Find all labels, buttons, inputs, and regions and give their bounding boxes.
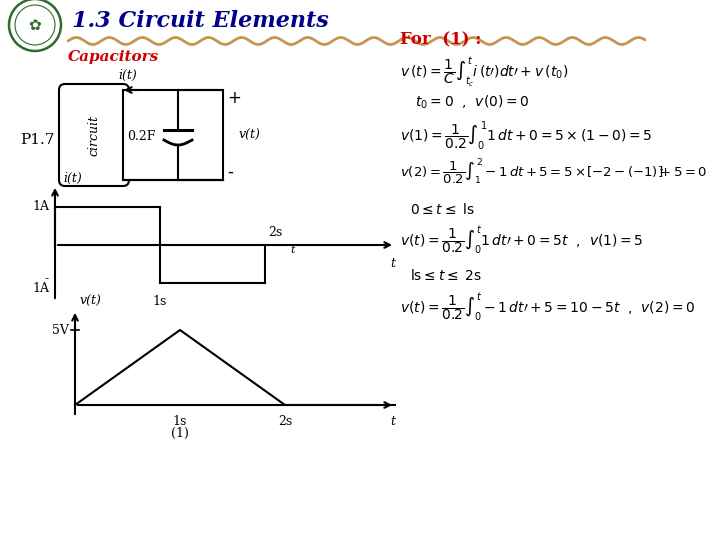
Text: i(t): i(t) (119, 69, 138, 82)
Text: P1.7: P1.7 (20, 133, 55, 147)
Text: 1s: 1s (173, 415, 187, 428)
Text: v(t): v(t) (239, 129, 261, 141)
Text: circuit: circuit (88, 114, 101, 156)
Text: $v(t)=\dfrac{1}{0.2}\int_{0}^{t}1\,dt\prime+0=5t$  ,  $v(1)=5$: $v(t)=\dfrac{1}{0.2}\int_{0}^{t}1\,dt\pr… (400, 224, 644, 256)
Text: 1s: 1s (153, 295, 167, 308)
Text: ls$\leq t\leq$ 2s: ls$\leq t\leq$ 2s (410, 267, 482, 282)
Text: 2s: 2s (268, 226, 282, 239)
Text: v(t): v(t) (80, 295, 102, 308)
Text: 1.3 Circuit Elements: 1.3 Circuit Elements (72, 10, 329, 32)
Text: $v(1)=\dfrac{1}{0.2}\int_{0}^{1}1\,dt+0=5\times(1-0)=5$: $v(1)=\dfrac{1}{0.2}\int_{0}^{1}1\,dt+0=… (400, 118, 652, 152)
Text: $v\,(t)=\dfrac{1}{C}\int_{t_c}^{t}i\,(t\prime)dt\prime+v\,(t_0)$: $v\,(t)=\dfrac{1}{C}\int_{t_c}^{t}i\,(t\… (400, 55, 568, 89)
Text: For  (1) :: For (1) : (400, 31, 482, 49)
Text: t: t (390, 257, 395, 270)
Text: t: t (390, 415, 395, 428)
Text: $v(2)=\dfrac{1}{0.2}\int_{1}^{2}-1\,dt+5=5\times\!\left[-2-(-1)\right]^{\!\bar{}: $v(2)=\dfrac{1}{0.2}\int_{1}^{2}-1\,dt+5… (400, 157, 707, 187)
Text: $0\leq t\leq$ ls: $0\leq t\leq$ ls (410, 202, 475, 218)
Text: t: t (290, 245, 294, 255)
Text: $v(t)=\dfrac{1}{0.2}\int_{0}^{t}-1\,dt\prime+5=10-5t$  ,  $v(2)=0$: $v(t)=\dfrac{1}{0.2}\int_{0}^{t}-1\,dt\p… (400, 291, 696, 323)
FancyBboxPatch shape (59, 84, 129, 186)
Text: (1): (1) (171, 427, 189, 440)
Text: Capacitors: Capacitors (68, 50, 159, 64)
Text: 1A: 1A (32, 282, 49, 295)
Text: i(t): i(t) (63, 172, 82, 185)
Text: ✿: ✿ (29, 17, 41, 32)
Text: $t_0=0$  ,  $v(0)=0$: $t_0=0$ , $v(0)=0$ (415, 93, 530, 111)
Text: 0.2F: 0.2F (127, 131, 156, 144)
Bar (123, 90, 223, 180)
Text: 1A: 1A (32, 200, 49, 213)
Text: +: + (227, 89, 241, 107)
Text: 5V: 5V (52, 323, 69, 336)
Text: -: - (45, 273, 49, 286)
Text: 2s: 2s (278, 415, 292, 428)
Text: -: - (227, 163, 233, 181)
